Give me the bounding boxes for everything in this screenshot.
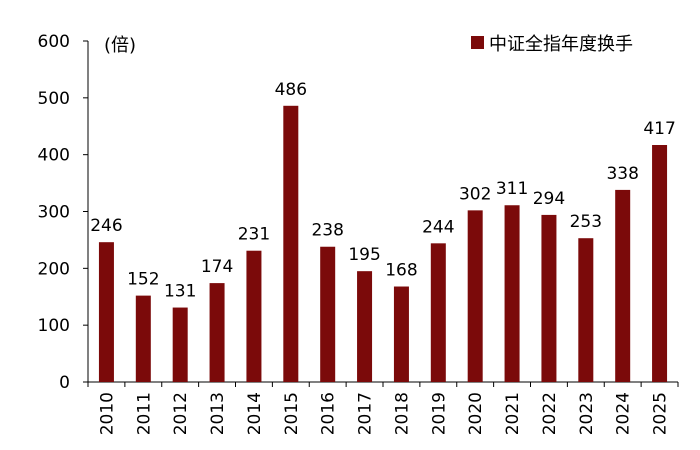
legend: 中证全指年度换手	[471, 34, 633, 55]
x-tick-label-2024: 2024	[614, 392, 634, 435]
x-axis: 2010 2011 2012 2013 2014 2015 2016 2017 2018 2019…	[87, 381, 679, 435]
x-tick-label-2020: 2020	[466, 392, 486, 435]
y-tick-label: 200	[38, 259, 70, 279]
x-tick-label-2015: 2015	[282, 392, 302, 435]
x-tick-label-2012: 2012	[171, 392, 191, 435]
x-tick-label-2014: 2014	[245, 392, 265, 435]
bar-2023	[578, 238, 594, 382]
bar-2010	[98, 242, 114, 382]
x-tick-label-2016: 2016	[319, 392, 339, 435]
bars	[98, 105, 668, 382]
y-tick-label: 500	[38, 89, 70, 109]
y-axis: 0 100 200 300 400 500 600	[38, 32, 89, 393]
data-label-2020: 302	[459, 184, 491, 204]
x-tick-label-2010: 2010	[97, 392, 117, 435]
x-tick-label-2021: 2021	[503, 392, 523, 435]
bar-2016	[320, 246, 336, 382]
bar-2017	[357, 271, 373, 382]
bar-2018	[393, 286, 409, 382]
data-label-2019: 244	[422, 217, 454, 237]
bar-2019	[430, 243, 446, 382]
bar-2014	[246, 250, 262, 382]
x-tick-label-2011: 2011	[134, 392, 154, 435]
data-label-2010: 246	[90, 216, 122, 236]
data-label-2021: 311	[496, 179, 528, 199]
legend-label: 中证全指年度换手	[489, 34, 633, 55]
data-label-2018: 168	[385, 261, 417, 281]
bar-2024	[615, 189, 631, 382]
x-tick-label-2019: 2019	[429, 392, 449, 435]
data-label-2024: 338	[606, 164, 638, 184]
data-label-2022: 294	[533, 189, 565, 209]
bar-2025	[652, 145, 668, 382]
data-label-2011: 152	[127, 270, 159, 290]
bar-2013	[209, 283, 225, 382]
data-label-2014: 231	[238, 225, 270, 245]
data-label-2013: 174	[201, 257, 233, 277]
y-tick-label: 600	[38, 32, 70, 52]
y-axis-unit-label: (倍)	[104, 35, 136, 56]
data-label-2015: 486	[275, 80, 307, 100]
bar-2011	[135, 295, 151, 382]
x-tick-label-2023: 2023	[577, 392, 597, 435]
bar-2012	[172, 307, 188, 382]
data-label-2016: 238	[311, 221, 343, 241]
legend-swatch	[471, 36, 484, 49]
x-tick-label-2018: 2018	[392, 392, 412, 435]
bar-2021	[504, 205, 520, 382]
bar-2015	[283, 105, 299, 382]
x-tick-label-2017: 2017	[356, 392, 376, 435]
data-label-2012: 131	[164, 282, 196, 302]
y-tick-label: 0	[59, 373, 70, 393]
bar-2020	[467, 210, 483, 382]
x-tick-label-2025: 2025	[651, 392, 671, 435]
y-tick-label: 300	[38, 203, 70, 223]
bar-2022	[541, 214, 557, 382]
y-tick-label: 400	[38, 146, 70, 166]
data-label-2017: 195	[348, 245, 380, 265]
data-label-2025: 417	[643, 119, 675, 139]
y-tick-label: 100	[38, 316, 70, 336]
x-tick-label-2013: 2013	[208, 392, 228, 435]
x-tick-label-2022: 2022	[540, 392, 560, 435]
data-label-2023: 253	[570, 212, 602, 232]
